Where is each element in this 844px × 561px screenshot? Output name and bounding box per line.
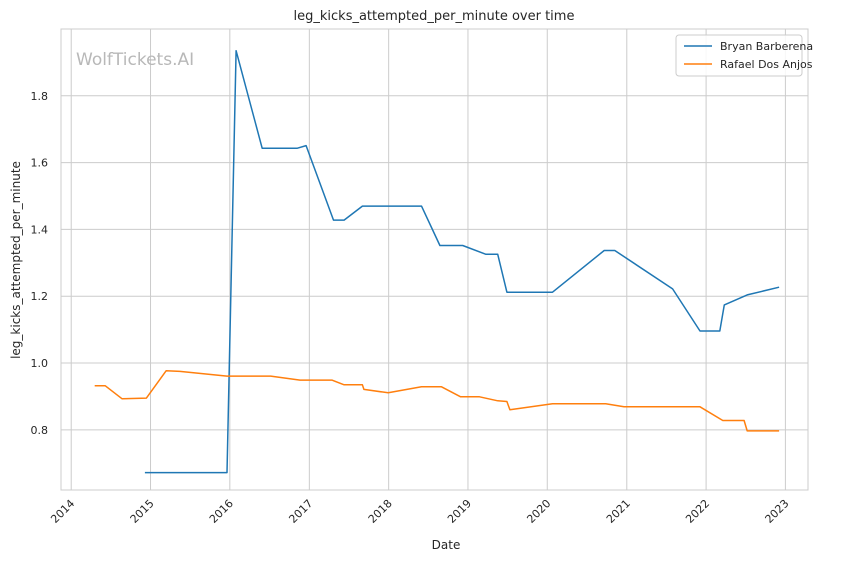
chart-title: leg_kicks_attempted_per_minute over time <box>294 9 575 24</box>
legend: Bryan Barberena Rafael Dos Anjos <box>675 34 813 77</box>
y-tick-label: 1.0 <box>31 357 49 370</box>
legend-label-dos-anjos: Rafael Dos Anjos <box>720 58 813 71</box>
series-line-dos-anjos <box>94 369 780 432</box>
y-tick-labels: 0.8 1.0 1.2 1.4 1.6 1.8 <box>31 90 49 437</box>
series-line-barberena <box>144 49 780 474</box>
y-tick-label: 1.2 <box>31 290 49 303</box>
grid-lines <box>61 29 808 490</box>
plot-frame <box>60 28 809 491</box>
y-tick-label: 0.8 <box>31 424 49 437</box>
watermark-text: WolfTickets.AI <box>76 50 194 70</box>
y-tick-label: 1.6 <box>31 157 49 170</box>
x-axis-label: Date <box>432 538 461 552</box>
y-tick-label: 1.4 <box>31 223 49 236</box>
y-axis-label: leg_kicks_attempted_per_minute <box>9 161 23 359</box>
x-tick-labels: 2014 2015 2016 2017 2018 2019 2020 2021 2022 2023 <box>48 497 791 526</box>
plot-area <box>61 29 808 490</box>
series-lines <box>94 49 780 474</box>
legend-label-barberena: Bryan Barberena <box>720 40 813 53</box>
y-tick-label: 1.8 <box>31 90 49 103</box>
